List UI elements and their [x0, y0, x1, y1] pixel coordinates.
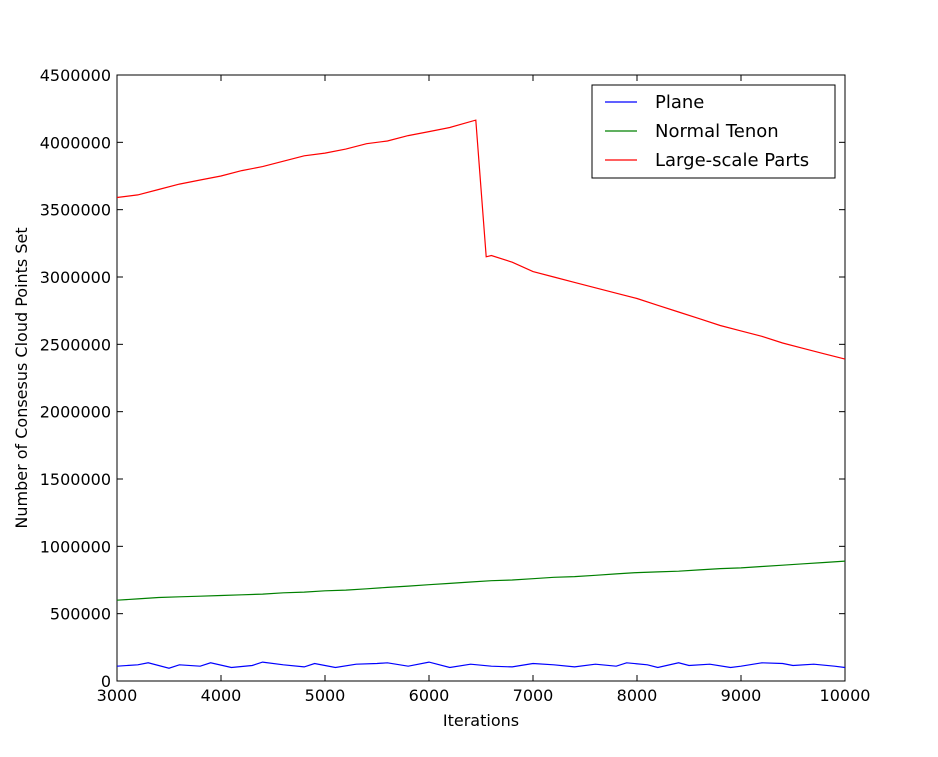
x-axis-label: Iterations	[443, 711, 519, 730]
y-tick-label: 0	[101, 672, 111, 691]
y-tick-label: 1500000	[40, 470, 111, 489]
y-tick-label: 1000000	[40, 537, 111, 556]
series-line-plane	[116, 661, 846, 669]
legend-entries: Plane Normal Tenon Large-scale Parts	[605, 92, 809, 171]
series-lines	[116, 119, 846, 669]
plot-frame	[116, 74, 846, 682]
y-tick-label: 2500000	[40, 335, 111, 354]
y-tick-label: 3500000	[40, 201, 111, 220]
x-tick-label: 10000	[820, 686, 871, 705]
y-axis-ticks: 0 500000 1000000 1500000 2000000 2500000 30000…	[40, 66, 845, 691]
x-tick-label: 8000	[617, 686, 658, 705]
x-tick-label: 3000	[97, 686, 138, 705]
y-axis-label: Number of Consesus Cloud Points Set	[12, 227, 31, 528]
series-line-large-scale-parts	[116, 119, 846, 360]
legend-label-large-scale-parts: Large-scale Parts	[655, 150, 809, 171]
x-tick-label: 9000	[721, 686, 762, 705]
y-tick-label: 3000000	[40, 268, 111, 287]
x-tick-label: 4000	[201, 686, 242, 705]
series-line-normal-tenon	[116, 560, 846, 601]
legend-label-plane: Plane	[655, 92, 704, 113]
y-tick-label: 4000000	[40, 133, 111, 152]
x-axis-ticks: 3000 4000 5000 6000 7000 8000 9000 10000	[97, 75, 871, 705]
legend-label-normal-tenon: Normal Tenon	[655, 121, 779, 142]
y-tick-label: 500000	[50, 605, 111, 624]
y-tick-label: 4500000	[40, 66, 111, 85]
y-tick-label: 2000000	[40, 403, 111, 422]
x-tick-label: 7000	[513, 686, 554, 705]
x-tick-label: 6000	[409, 686, 450, 705]
x-tick-label: 5000	[305, 686, 346, 705]
legend: Plane Normal Tenon Large-scale Parts	[591, 84, 836, 179]
legend-box	[591, 84, 836, 179]
